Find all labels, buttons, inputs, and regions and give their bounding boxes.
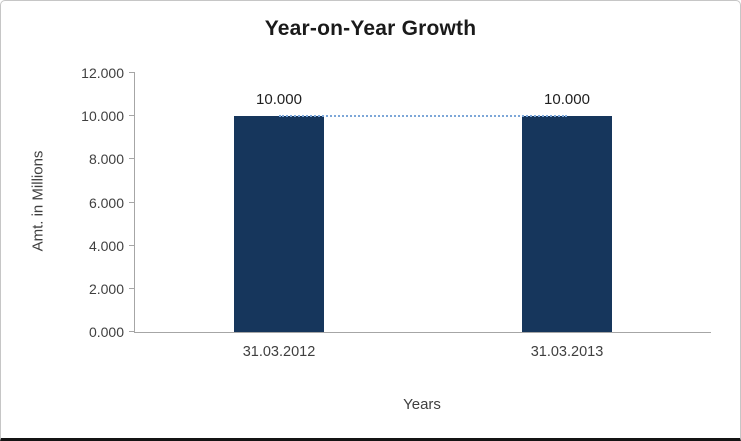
y-tick-mark [129, 158, 135, 160]
x-axis-title: Years [403, 396, 441, 413]
x-tick-label: 31.03.2013 [530, 344, 604, 360]
y-tick-mark [129, 287, 135, 289]
bars-container: 10.000 10.000 [135, 73, 711, 332]
y-tick-label: 4.000 [88, 237, 124, 254]
plot-area: 0.000 2.000 4.000 6.000 8.000 10.000 12.000 10… [81, 65, 711, 360]
y-tick-label: 0.000 [88, 324, 124, 340]
bar-value-label: 10.000 [256, 91, 302, 109]
y-tick-mark [129, 115, 135, 117]
bar-31.03.2012 [234, 116, 324, 332]
y-tick-label: 8.000 [88, 151, 124, 168]
dotted-connector-line [279, 115, 567, 118]
bar-value-label: 10.000 [544, 91, 590, 109]
y-tick-mark [129, 72, 135, 73]
y-tick-label: 6.000 [88, 194, 124, 211]
y-axis-ticks: 0.000 2.000 4.000 6.000 8.000 10.000 12.000 [81, 65, 711, 340]
y-tick-mark [129, 331, 135, 332]
chart-title: Year-on-Year Growth [264, 17, 477, 40]
y-tick-label: 2.000 [88, 280, 124, 297]
bar-31.03.2013 [522, 116, 612, 332]
x-tick-label: 31.03.2012 [242, 344, 316, 360]
y-tick-mark [129, 244, 135, 246]
y-tick-mark [129, 201, 135, 203]
y-axis-title: Amt. in Millions [29, 150, 47, 252]
y-tick-label: 10.000 [81, 108, 124, 125]
y-tick-label: 12.000 [81, 65, 124, 81]
x-axis-labels: 31.03.2012 31.03.2013 [135, 332, 711, 366]
